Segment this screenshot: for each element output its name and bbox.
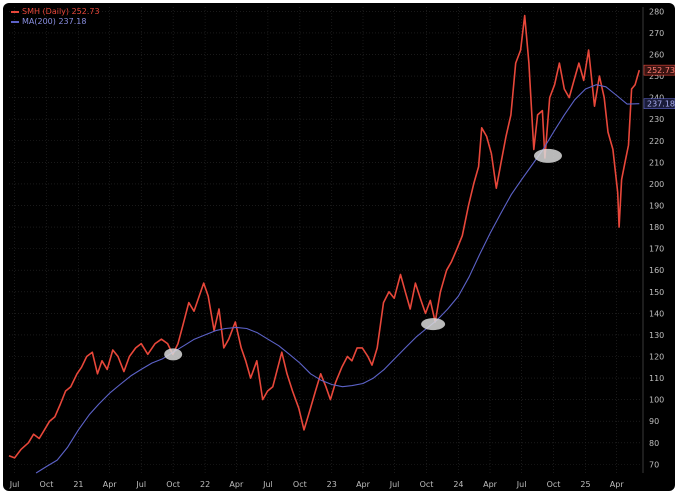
y-tick-label: 220 [649,137,664,146]
x-tick-label: Jul [9,480,20,489]
legend-ma: MA(200) 237.18 [11,17,86,27]
legend-price-label: SMH (Daily) [22,7,70,16]
legend-ma-value: 237.18 [58,17,87,26]
y-tick-label: 70 [649,460,659,469]
y-tick-label: 280 [649,7,664,16]
x-tick-label: Oct [420,480,434,489]
y-tick-label: 130 [649,331,664,340]
y-tick-label: 110 [649,374,664,383]
highlight-marker [533,148,562,163]
ma-series-line [35,84,640,474]
y-tick-label: 80 [649,439,659,448]
legend-ma-swatch [11,20,19,23]
price-series-line [8,14,641,459]
legend-price-value: 252.73 [71,7,100,16]
y-tick-label: 230 [649,115,664,124]
y-tick-label: 170 [649,245,664,254]
y-tick-label: 260 [649,50,664,59]
legend-ma-label: MA(200) [22,17,56,26]
y-tick-label: 200 [649,180,664,189]
x-tick-label: 24 [453,480,463,489]
grid-layer [9,7,641,473]
y-tick-label: 150 [649,288,664,297]
x-tick-label: Apr [103,480,118,489]
x-tick-label: Oct [547,480,561,489]
x-tick-label: Jul [516,480,527,489]
ma-last-value: 237.18 [647,100,675,109]
axis-layer: 70 80 90 100 110 120 130 140 150 160 170 180 190 200 2… [9,7,675,489]
x-tick-label: Apr [483,480,498,489]
highlight-layer [164,148,562,361]
x-tick-label: 23 [327,480,337,489]
y-tick-label: 190 [649,201,664,210]
x-tick-label: 22 [200,480,210,489]
x-tick-label: Oct [40,480,54,489]
y-tick-label: 100 [649,396,664,405]
chart-svg: 70 80 90 100 110 120 130 140 150 160 170 180 190 200 2… [8,7,675,489]
highlight-marker [164,348,183,361]
y-tick-label: 160 [649,266,664,275]
x-tick-label: Jul [262,480,273,489]
highlight-marker [421,318,446,331]
y-tick-label: 140 [649,309,664,318]
price-last-tag [643,64,675,76]
price-last-value: 252.73 [647,66,675,75]
x-tick-label: 25 [580,480,590,489]
x-tick-label: Apr [229,480,244,489]
x-tick-label: 21 [73,480,83,489]
series-layer [8,14,641,474]
y-tick-label: 270 [649,29,664,38]
y-tick-label: 210 [649,158,664,167]
x-tick-label: Oct [166,480,180,489]
chart-panel: 70 80 90 100 110 120 130 140 150 160 170 180 190 200 2… [3,3,675,491]
y-tick-label: 250 [649,72,664,81]
x-tick-label: Apr [356,480,371,489]
x-tick-label: Apr [610,480,625,489]
x-tick-label: Jul [135,480,146,489]
y-tick-label: 240 [649,94,664,103]
x-tick-label: Jul [389,480,400,489]
y-tick-label: 180 [649,223,664,232]
legend-price: SMH (Daily) 252.73 [11,7,100,17]
ma-last-tag [643,98,675,109]
y-tick-label: 120 [649,353,664,362]
legend-price-swatch [11,10,19,13]
x-tick-label: Oct [293,480,307,489]
y-tick-label: 90 [649,417,659,426]
